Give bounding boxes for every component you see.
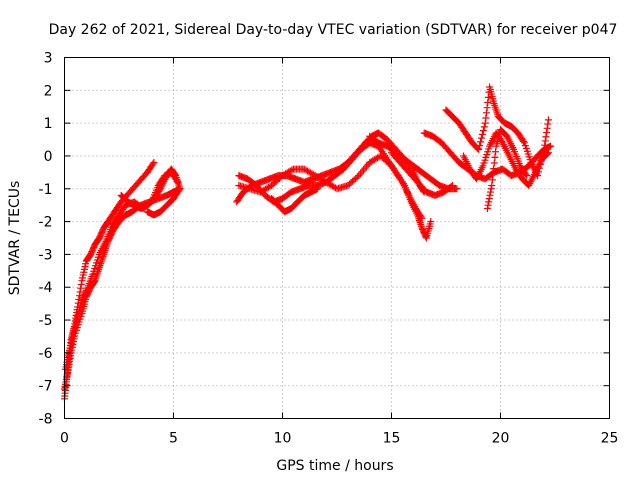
y-tick-label: -7 <box>39 379 53 395</box>
data-point <box>478 130 486 138</box>
x-axis-title: GPS time / hours <box>276 458 393 474</box>
y-tick-label: 2 <box>44 83 53 99</box>
data-point <box>486 191 494 199</box>
series-late-d <box>483 126 531 212</box>
data-point <box>487 185 495 193</box>
data-point <box>491 153 499 161</box>
x-tick-label: 0 <box>60 431 69 447</box>
data-point <box>478 134 486 142</box>
data-point <box>288 166 296 174</box>
x-tick-label: 5 <box>169 431 178 447</box>
data-point <box>540 145 548 153</box>
chart-title: Day 262 of 2021, Sidereal Day-to-day VTE… <box>49 22 618 38</box>
x-tick-label: 15 <box>383 431 401 447</box>
data-point <box>77 280 85 288</box>
data-point <box>481 119 489 127</box>
data-point <box>477 138 485 146</box>
data-point <box>482 114 490 122</box>
data-point <box>487 188 495 196</box>
data-point <box>313 185 321 193</box>
data-point <box>484 201 492 209</box>
data-point <box>150 159 158 167</box>
points-layer <box>61 83 555 403</box>
data-point <box>488 176 496 184</box>
data-point <box>482 109 490 117</box>
data-point <box>453 185 461 193</box>
series-mid-f <box>388 149 457 199</box>
y-tick-label: -6 <box>39 346 53 362</box>
data-point <box>490 159 498 167</box>
grid-layer <box>64 57 610 419</box>
y-tick-label: 0 <box>44 149 53 165</box>
series-early-rise-b <box>61 185 184 393</box>
x-tick-label: 25 <box>601 431 619 447</box>
data-point <box>484 93 492 101</box>
data-point <box>544 149 552 157</box>
tick-layer: 0 5 10 15 20 25 -8 -7 -6 -5 -4 -3 -2 -1 0 1 2 3 <box>39 51 619 447</box>
data-point <box>447 182 455 190</box>
data-point <box>417 213 425 221</box>
data-point <box>353 173 361 181</box>
y-tick-label: -1 <box>39 182 53 198</box>
data-point <box>543 124 551 132</box>
data-point <box>475 145 483 153</box>
data-point <box>489 170 497 178</box>
data-point <box>542 133 550 141</box>
y-tick-label: -8 <box>39 412 53 428</box>
series-mid-c <box>235 152 426 222</box>
data-point <box>476 142 484 150</box>
data-point <box>484 99 492 107</box>
series-mid-d <box>268 185 321 216</box>
series-late-c <box>459 129 552 189</box>
data-point <box>544 150 552 158</box>
data-point <box>544 116 552 124</box>
y-tick-label: 3 <box>44 51 53 67</box>
data-point <box>488 181 496 189</box>
data-point <box>483 104 491 112</box>
data-point <box>485 198 493 206</box>
data-point <box>490 165 498 173</box>
y-tick-label: -3 <box>39 247 53 263</box>
data-point <box>149 160 157 168</box>
data-point <box>386 160 394 168</box>
data-point <box>485 195 493 203</box>
data-point <box>543 129 551 137</box>
y-axis-title: SDTVAR / TECUs <box>7 181 23 296</box>
data-point <box>77 284 85 292</box>
data-point <box>522 170 530 178</box>
x-tick-label: 10 <box>274 431 292 447</box>
y-tick-label: 1 <box>44 116 53 132</box>
y-tick-label: -2 <box>39 215 53 231</box>
data-point <box>541 137 549 145</box>
data-point <box>541 141 549 149</box>
data-point <box>143 208 151 216</box>
data-point <box>520 137 528 145</box>
data-point <box>449 181 457 189</box>
data-point <box>427 218 435 226</box>
data-point <box>82 288 90 296</box>
series-early-loop <box>117 165 184 219</box>
data-point <box>547 142 555 150</box>
plot-frame <box>64 57 610 419</box>
data-point <box>480 123 488 131</box>
data-point <box>544 120 552 128</box>
y-tick-label: -5 <box>39 313 53 329</box>
y-tick-label: -4 <box>39 280 53 296</box>
series-mid-e <box>366 132 461 193</box>
data-point <box>479 127 487 135</box>
series-early-rise-a <box>61 159 158 403</box>
x-tick-label: 20 <box>492 431 510 447</box>
data-point <box>492 148 500 156</box>
data-point <box>523 172 531 180</box>
data-point <box>483 204 491 212</box>
data-point <box>418 214 426 222</box>
